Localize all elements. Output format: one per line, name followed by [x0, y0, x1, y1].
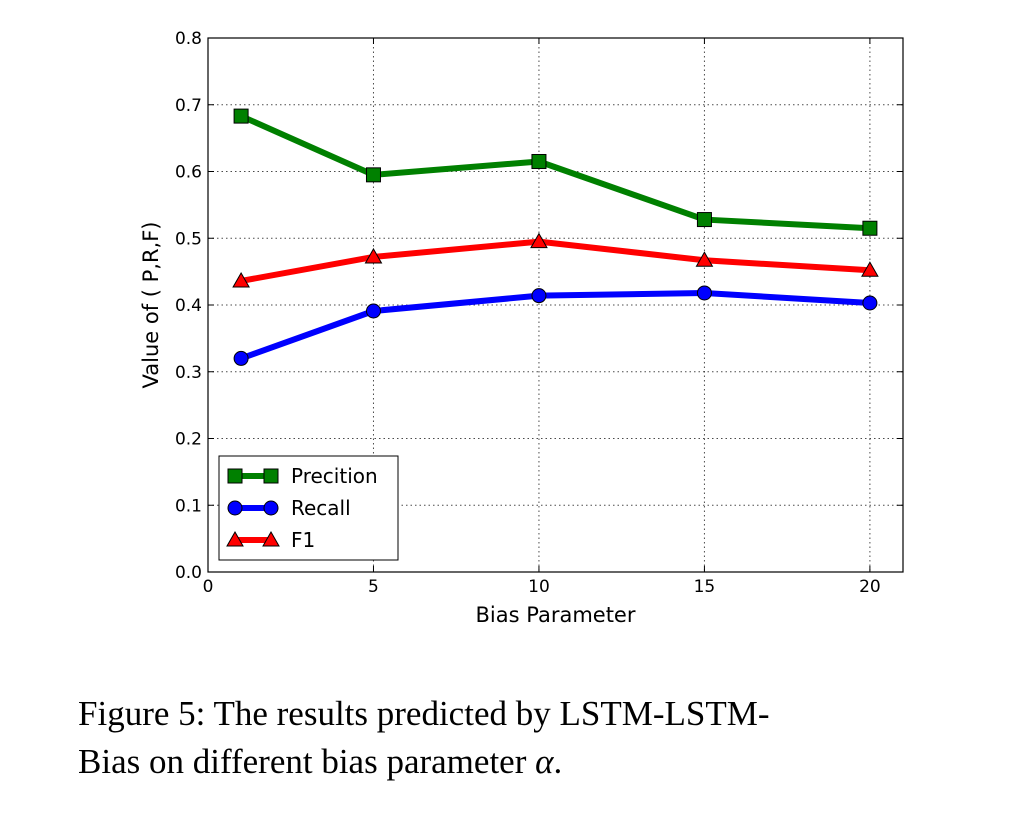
data-point-precition [233, 108, 249, 124]
data-point-f1 [530, 232, 548, 249]
data-point-precition [365, 167, 381, 183]
data-point-recall [696, 285, 712, 301]
legend-marker-recall [227, 500, 243, 516]
caption-line-1: Figure 5: The results predicted by LSTM-… [78, 694, 770, 733]
legend: Precition Recall F1 [218, 455, 399, 561]
legend-label-recall: Recall [291, 496, 351, 520]
y-tick-label: 0.2 [175, 430, 202, 450]
y-tick-label: 0.8 [175, 29, 202, 49]
figure-caption: Figure 5: The results predicted by LSTM-… [78, 690, 978, 786]
y-tick-label: 0.5 [175, 229, 202, 249]
x-tick-label: 5 [368, 577, 379, 597]
legend-marker-f1 [226, 530, 244, 547]
y-axis-label: Value of ( P,R,F) [139, 221, 163, 388]
data-point-f1 [695, 251, 714, 267]
y-tick-label: 0.0 [175, 563, 202, 583]
data-point-precition [531, 153, 547, 169]
x-tick-label: 15 [694, 577, 716, 597]
data-point-precition [696, 212, 712, 228]
y-tick-label: 0.4 [175, 296, 202, 316]
y-tick-label: 0.7 [175, 96, 202, 116]
caption-period: . [553, 742, 563, 781]
caption-line-2-text: Bias on different bias parameter [78, 742, 536, 781]
x-tick-label: 10 [528, 577, 550, 597]
legend-marker-precition [263, 468, 279, 484]
series-line-f1 [240, 238, 871, 284]
caption-line-2: Bias on different bias parameter α. [78, 738, 978, 786]
data-point-f1 [861, 261, 879, 277]
legend-marker-recall [263, 500, 279, 516]
legend-label-precition: Precition [291, 464, 378, 488]
series-line-precition [239, 113, 871, 232]
x-axis-label: Bias Parameter [476, 603, 636, 627]
data-point-recall [862, 295, 878, 311]
data-point-recall [233, 350, 249, 366]
y-tick-label: 0.6 [175, 163, 202, 183]
data-point-f1 [232, 271, 250, 288]
series-line-recall [240, 289, 871, 362]
data-point-f1 [364, 247, 383, 264]
line-chart: 0 5 10 15 20 0.0 0.1 0.2 0.3 0.4 0.5 0.6 0.7 0.8 Bias… [139, 29, 904, 627]
ticks: 0 5 10 15 20 0.0 0.1 0.2 0.3 0.4 0.5 0.6 0.7 0.8 [175, 29, 903, 597]
caption-alpha-symbol: α [535, 742, 554, 781]
data-point-recall [365, 303, 381, 319]
x-tick-label: 20 [859, 577, 881, 597]
legend-marker-f1 [262, 530, 280, 547]
legend-marker-precition [227, 468, 243, 484]
data-point-recall [531, 288, 547, 304]
data-point-precition [862, 220, 878, 236]
y-tick-label: 0.1 [175, 496, 202, 516]
x-tick-label: 0 [203, 577, 214, 597]
y-tick-label: 0.3 [175, 363, 202, 383]
legend-label-f1: F1 [291, 528, 315, 552]
series [232, 108, 879, 366]
